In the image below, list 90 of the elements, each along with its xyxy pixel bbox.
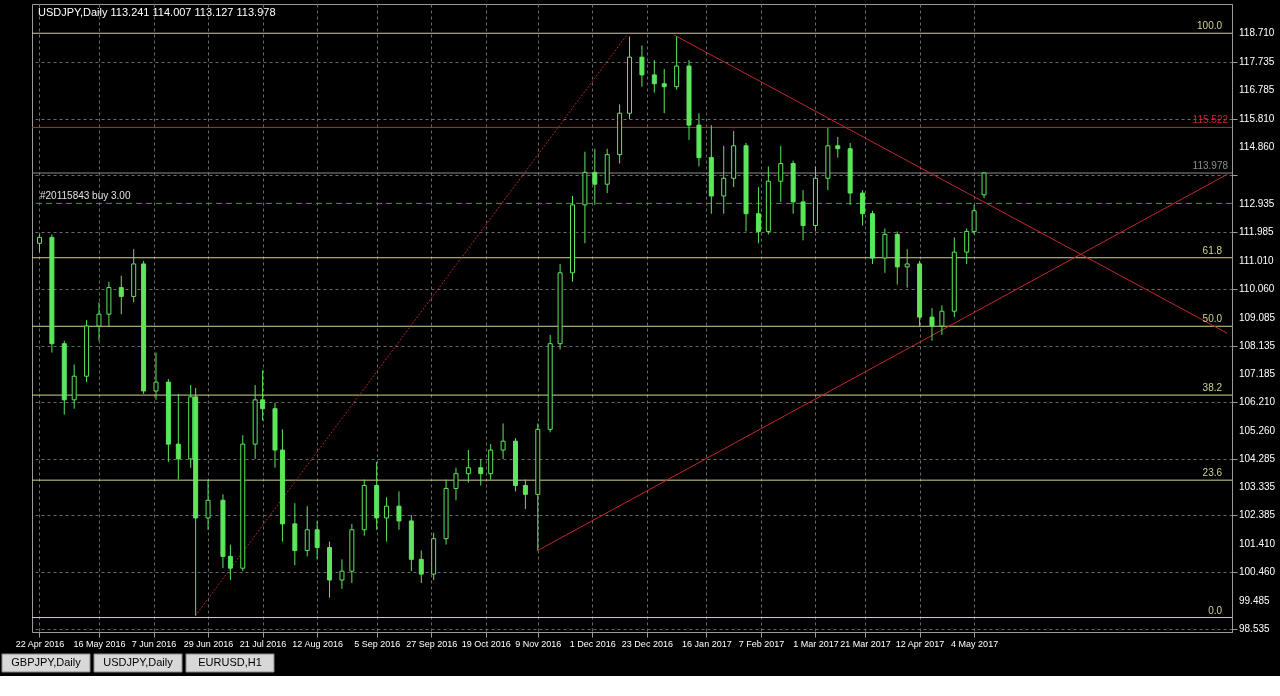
y-tick-label: 112.935	[1239, 197, 1275, 209]
candlestick	[175, 393, 181, 481]
candlestick	[721, 145, 727, 215]
candlestick	[465, 449, 471, 484]
y-tick-label: 111.010	[1239, 254, 1275, 266]
x-tick-label: 22 Apr 2016	[15, 638, 65, 649]
candlestick	[260, 369, 266, 421]
annotation: 38.2	[1202, 382, 1223, 394]
candlestick	[314, 520, 320, 560]
y-tick-label: 104.285	[1239, 453, 1276, 465]
candlestick	[418, 549, 424, 584]
y-tick-label: 110.060	[1239, 282, 1275, 294]
candlestick	[304, 505, 310, 557]
candlestick	[396, 490, 402, 531]
annotation: 100.0	[1197, 20, 1223, 32]
candlestick	[929, 307, 935, 342]
candlestick	[488, 443, 494, 481]
x-tick-label: 21 Mar 2017	[840, 638, 891, 649]
x-tick-label: 12 Apr 2017	[895, 638, 945, 649]
candlestick	[118, 275, 124, 315]
text: EURUSD,H1	[198, 656, 262, 668]
annotation: 50.0	[1202, 313, 1223, 325]
text: USDJPY,Daily	[103, 656, 174, 668]
y-tick-label: 106.210	[1239, 396, 1276, 408]
x-tick-label: 5 Sep 2016	[354, 638, 401, 649]
y-tick-label: 103.335	[1239, 481, 1276, 493]
ref-line-label: 115.522	[1192, 114, 1229, 126]
x-tick-label: 4 May 2017	[951, 638, 999, 649]
y-tick-label: 108.135	[1239, 339, 1276, 351]
candlestick	[384, 496, 390, 543]
candlestick	[674, 35, 680, 91]
y-tick-label: 100.460	[1239, 566, 1276, 578]
candlestick	[860, 189, 866, 227]
candlestick	[227, 544, 233, 581]
candlestick	[939, 304, 945, 336]
ref-line-label: #20115843 buy 3.00	[40, 190, 131, 202]
text: GBPJPY,Daily	[11, 656, 82, 668]
candlestick	[592, 148, 598, 206]
candlestick	[904, 248, 910, 289]
annotation: 23.6	[1202, 467, 1223, 479]
x-tick-label: 16 May 2016	[73, 638, 126, 649]
y-tick-label: 118.710	[1239, 27, 1275, 39]
candlestick	[205, 479, 211, 531]
y-tick-label: 111.985	[1239, 225, 1275, 237]
candlestick	[778, 145, 784, 203]
y-tick-label: 117.735	[1239, 56, 1275, 68]
x-tick-label: 1 Dec 2016	[569, 638, 616, 649]
candlestick	[453, 467, 459, 501]
candlestick	[964, 228, 970, 265]
candlestick	[639, 44, 645, 88]
y-tick-label: 114.860	[1239, 140, 1275, 152]
candlestick	[96, 301, 102, 342]
candlestick	[882, 228, 888, 274]
candlestick	[800, 189, 806, 241]
chart-title: USDJPY,Daily 113.241 114.007 113.127 113.978	[38, 6, 276, 18]
candlestick	[153, 352, 159, 401]
candlestick	[971, 204, 977, 235]
y-tick-label: 98.535	[1239, 623, 1271, 635]
x-tick-label: 21 Jul 2016	[239, 638, 287, 649]
candlestick	[71, 363, 77, 410]
y-tick-label: 109.085	[1239, 311, 1276, 323]
x-tick-label: 27 Sep 2016	[406, 638, 458, 649]
y-tick-label: 102.385	[1239, 509, 1276, 521]
x-tick-label: 16 Jan 2017	[682, 638, 732, 649]
x-tick-label: 7 Feb 2017	[738, 638, 785, 649]
candlestick	[661, 68, 667, 114]
x-tick-label: 23 Dec 2016	[621, 638, 673, 649]
y-tick-label: 101.410	[1239, 538, 1276, 550]
x-tick-label: 1 Mar 2017	[793, 638, 839, 649]
y-tick-label: 99.485	[1239, 595, 1271, 607]
annotation: 0.0	[1208, 604, 1223, 616]
annotation: 61.8	[1202, 244, 1223, 256]
ref-line-label: 113.978	[1192, 160, 1229, 172]
x-tick-label: 7 Jun 2016	[131, 638, 177, 649]
x-tick-label: 19 Oct 2016	[461, 638, 511, 649]
candlestick	[339, 558, 345, 590]
candlestick	[651, 59, 657, 94]
candlestick	[835, 136, 841, 159]
y-tick-label: 115.810	[1239, 112, 1275, 124]
x-tick-label: 29 Jun 2016	[183, 638, 234, 649]
candlestick	[522, 479, 528, 510]
candlestick	[981, 171, 987, 199]
x-tick-label: 9 Nov 2016	[515, 638, 562, 649]
y-tick-label: 107.185	[1239, 367, 1276, 379]
candlestick	[500, 422, 506, 460]
candlestick	[478, 458, 484, 486]
x-tick-label: 12 Aug 2016	[292, 638, 343, 649]
y-tick-label: 116.785	[1239, 84, 1275, 96]
y-tick-label: 105.260	[1239, 424, 1276, 436]
candlestick	[755, 186, 761, 244]
